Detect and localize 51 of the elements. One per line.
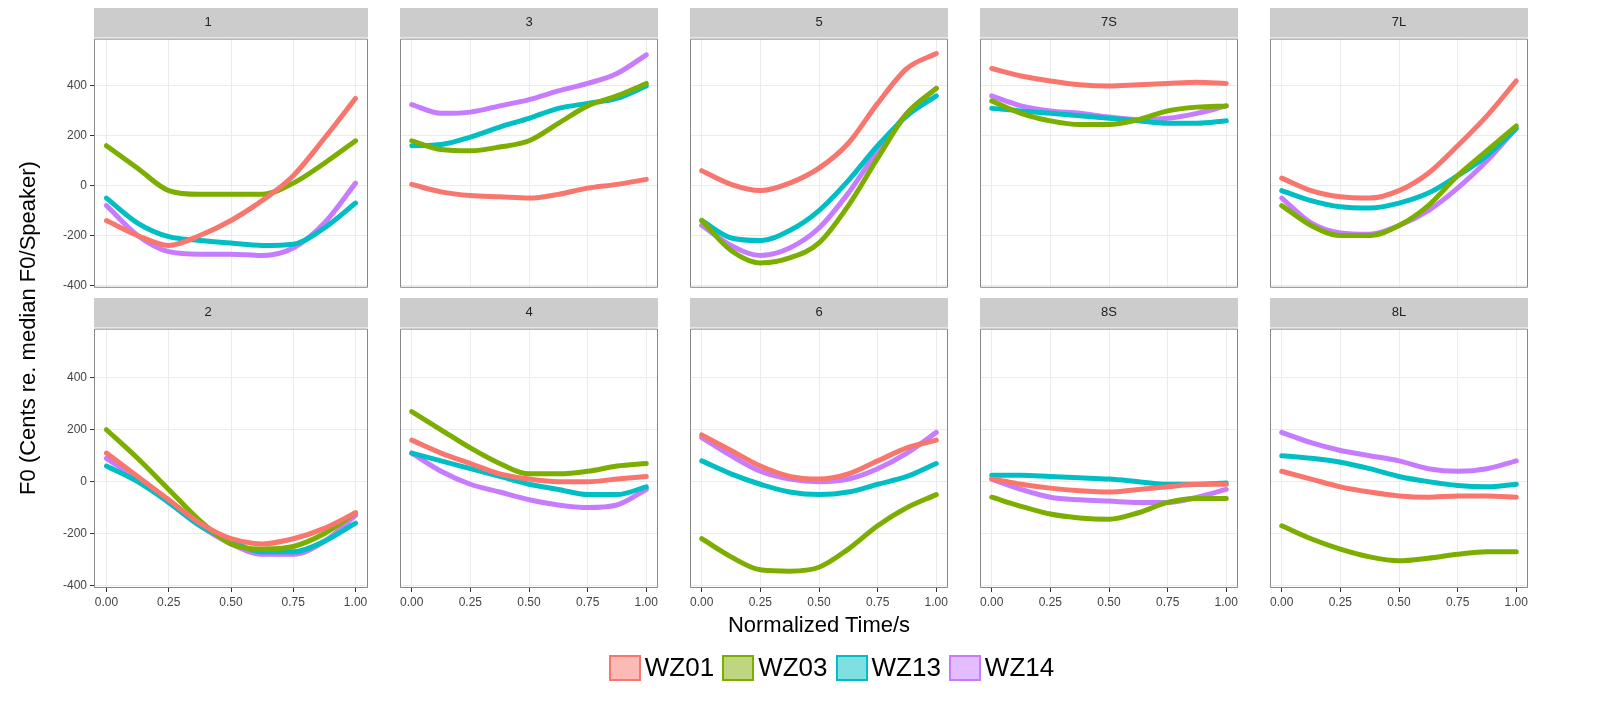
chart-title: 7S (1101, 14, 1118, 30)
legend-label: WZ03 (758, 652, 828, 683)
x-tick-label: 0.00 (400, 594, 424, 609)
x-tick-label: 0.50 (807, 594, 831, 609)
x-tick-label: 0.75 (1445, 594, 1470, 609)
x-tick-label: 0.50 (219, 594, 243, 609)
x-tick-label: 0.50 (1097, 594, 1121, 609)
x-tick-label: 0.75 (281, 594, 306, 609)
x-tick-label: 0.00 (94, 594, 119, 609)
x-tick-label: 0.00 (690, 594, 714, 609)
y-tick-label: -200 (62, 227, 88, 242)
x-tick-label: 0.25 (458, 594, 483, 609)
y-tick-label: 0 (80, 473, 88, 488)
y-tick-label: -200 (62, 525, 88, 540)
x-tick-label: 0.25 (1328, 594, 1353, 609)
chart-title: 2 (204, 304, 212, 320)
chart-title: 8S (1101, 304, 1118, 320)
y-tick-label: -400 (62, 277, 88, 292)
x-tick-label: 0.00 (980, 594, 1004, 609)
x-tick-label: 0.75 (575, 594, 600, 609)
x-tick-label: 1.00 (924, 594, 949, 609)
x-tick-label: 0.75 (865, 594, 890, 609)
x-tick-label: 0.00 (1270, 594, 1294, 609)
chart-title: 4 (525, 304, 533, 320)
y-tick-label: -400 (62, 577, 88, 592)
x-tick-label: 1.00 (1214, 594, 1239, 609)
chart-title: 8L (1391, 304, 1407, 320)
chart-title: 5 (815, 14, 823, 30)
x-tick-label: 0.50 (517, 594, 541, 609)
x-axis-title: Normalized Time/s (726, 612, 912, 638)
x-tick-label: 1.00 (634, 594, 659, 609)
x-tick-label: 0.50 (1387, 594, 1411, 609)
x-tick-label: 0.75 (1155, 594, 1180, 609)
legend-label: WZ14 (984, 652, 1055, 683)
y-tick-label: 0 (80, 177, 88, 192)
chart-title: 1 (204, 14, 212, 30)
x-tick-label: 0.25 (748, 594, 773, 609)
legend-label: WZ13 (871, 652, 941, 683)
legend-label: WZ01 (644, 652, 715, 683)
x-tick-label: 0.25 (157, 594, 181, 609)
y-tick-label: 200 (66, 128, 88, 143)
y-tick-label: 400 (66, 370, 88, 385)
x-tick-label: 1.00 (343, 594, 368, 609)
chart-title: 3 (525, 14, 533, 30)
y-tick-label: 200 (66, 422, 88, 437)
chart-title: 7L (1391, 14, 1407, 30)
y-tick-label: 400 (66, 78, 88, 93)
x-tick-label: 0.25 (1038, 594, 1063, 609)
chart-title: 6 (815, 304, 823, 320)
x-tick-label: 1.00 (1504, 594, 1529, 609)
y-axis-title: F0 (Cents re. median F0/Speaker) (15, 161, 41, 495)
